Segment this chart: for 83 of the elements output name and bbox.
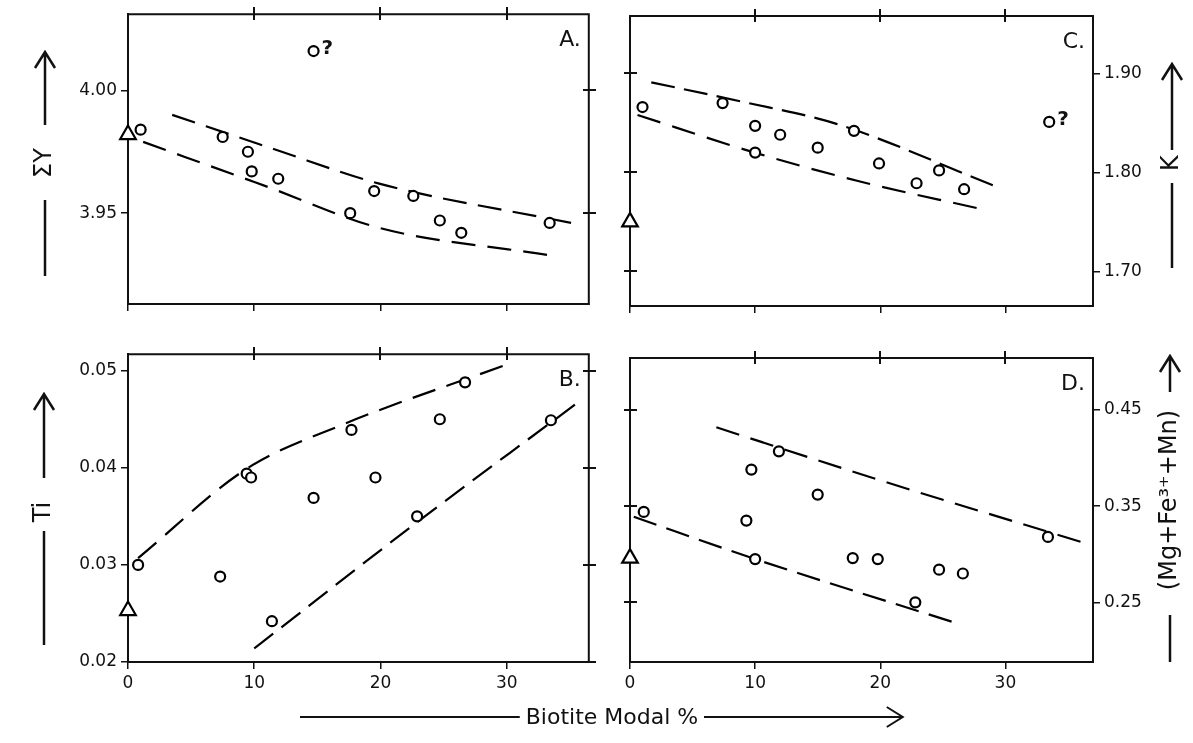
point — [740, 514, 753, 527]
point — [932, 164, 946, 177]
y-axis-title: ΣY — [29, 147, 58, 178]
point — [872, 157, 886, 170]
point — [749, 119, 762, 132]
point — [244, 471, 258, 484]
y-axis-title: K — [1156, 153, 1185, 171]
point — [716, 97, 729, 110]
point — [749, 146, 762, 159]
point — [544, 414, 558, 427]
y-axis-title: (Mg+Fe³⁺+Mn) — [1154, 409, 1183, 591]
point — [956, 567, 969, 580]
point — [1043, 115, 1056, 128]
point — [119, 600, 137, 617]
point — [407, 189, 420, 203]
x-tick-label: 0 — [624, 671, 636, 692]
point — [241, 145, 255, 158]
annotation: ? — [321, 35, 334, 60]
point — [811, 488, 824, 501]
point — [455, 226, 468, 239]
point — [847, 124, 861, 137]
x-tick-label: 30 — [994, 671, 1017, 692]
annotation: D. — [1061, 369, 1085, 395]
point — [958, 183, 971, 196]
point — [749, 552, 762, 566]
y-tick-label: 0.03 — [79, 553, 117, 574]
y-tick-label: 0.02 — [79, 650, 117, 671]
x-tick-label: 20 — [869, 671, 892, 692]
point — [543, 216, 556, 230]
y-tick-label: 0.45 — [1104, 398, 1142, 419]
annotation: B. — [558, 365, 581, 391]
x-tick-label: 20 — [369, 671, 392, 692]
point — [774, 128, 787, 141]
point — [214, 570, 227, 583]
x-tick-label: 30 — [495, 671, 518, 692]
point — [932, 563, 946, 576]
point — [811, 141, 824, 154]
y-tick-label: 0.35 — [1104, 494, 1142, 515]
point — [134, 123, 147, 136]
x-tick-label: 10 — [243, 671, 266, 692]
point — [307, 491, 320, 505]
y-tick-label: 4.00 — [79, 78, 117, 99]
point — [1041, 530, 1055, 544]
point — [745, 463, 758, 476]
point — [369, 471, 382, 484]
y-tick-label: 0.25 — [1104, 590, 1142, 611]
line-series — [171, 113, 573, 225]
y-tick-label: 1.90 — [1104, 61, 1142, 82]
point — [636, 100, 649, 114]
point — [307, 44, 320, 58]
point — [871, 552, 884, 566]
y-tick-label: 0.05 — [79, 359, 117, 380]
line-series — [650, 81, 994, 187]
x-tick-label: 0 — [122, 671, 134, 692]
y-tick-label: 3.95 — [79, 201, 117, 222]
point — [909, 596, 922, 609]
line-series — [142, 140, 549, 256]
annotation: ? — [1057, 106, 1069, 131]
point — [344, 207, 357, 220]
point — [910, 177, 923, 190]
point — [265, 615, 279, 628]
point — [119, 124, 137, 141]
y-axis-title: Ti — [28, 501, 57, 524]
point — [433, 214, 446, 227]
point — [433, 413, 446, 426]
point — [458, 376, 472, 389]
point — [132, 558, 145, 571]
point — [345, 423, 358, 437]
y-tick-label: 1.70 — [1104, 259, 1142, 280]
y-tick-label: 0.04 — [79, 456, 117, 477]
y-tick-label: 1.80 — [1104, 160, 1142, 181]
annotation: C. — [1062, 27, 1085, 53]
point — [272, 172, 285, 185]
point — [846, 552, 859, 565]
point — [411, 510, 424, 523]
point — [772, 445, 786, 458]
x-axis-title: Biotite Modal % — [525, 703, 699, 731]
x-tick-label: 10 — [744, 671, 766, 692]
point — [368, 184, 381, 198]
annotation: A. — [559, 25, 581, 51]
point — [216, 130, 229, 144]
point — [245, 165, 258, 178]
point — [637, 505, 650, 519]
